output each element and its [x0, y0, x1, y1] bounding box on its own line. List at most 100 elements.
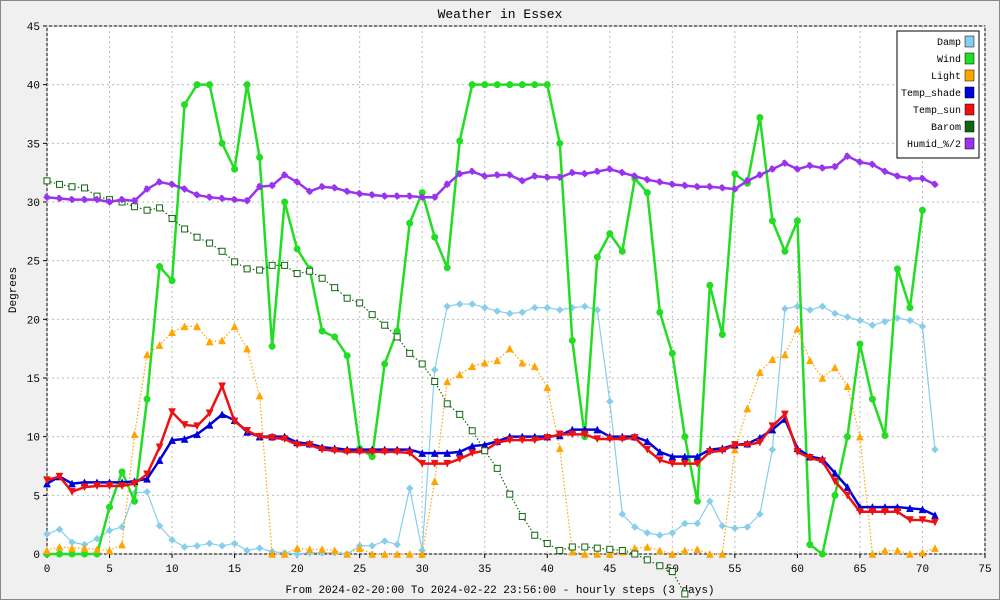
point: [256, 153, 264, 161]
point: [868, 508, 877, 516]
y-axis-label: Degrees: [8, 267, 20, 313]
point: [881, 508, 889, 516]
point: [668, 459, 677, 468]
point: [243, 81, 251, 89]
legend-swatch: [964, 69, 975, 82]
point: [193, 541, 201, 550]
point: [681, 433, 689, 441]
point: [643, 175, 652, 184]
point: [493, 438, 502, 447]
legend-swatch: [964, 52, 975, 65]
point: [168, 436, 176, 444]
point: [81, 550, 89, 558]
point: [118, 540, 126, 549]
point: [218, 382, 226, 391]
point: [455, 300, 464, 308]
point: [105, 526, 114, 535]
point: [118, 468, 126, 476]
point: [43, 177, 51, 185]
point: [205, 337, 214, 346]
point: [406, 349, 414, 357]
point: [130, 196, 139, 205]
point: [55, 194, 64, 203]
point: [906, 549, 914, 558]
point: [330, 183, 339, 192]
point: [818, 457, 827, 466]
point: [455, 455, 464, 464]
point: [755, 368, 764, 376]
point: [768, 445, 777, 454]
point: [456, 410, 464, 418]
point: [230, 417, 239, 426]
legend-swatch: [964, 103, 975, 116]
point: [256, 266, 264, 274]
point: [481, 447, 489, 455]
point: [205, 409, 214, 418]
point: [430, 449, 439, 457]
point: [631, 550, 639, 558]
point: [556, 139, 564, 147]
point: [868, 395, 876, 403]
point: [568, 430, 577, 439]
point: [456, 137, 464, 145]
point: [180, 543, 189, 551]
point: [355, 544, 364, 552]
point: [768, 355, 777, 363]
legend-label: Wind: [937, 54, 961, 66]
x-tick-label: 5: [106, 564, 113, 576]
point: [593, 253, 601, 261]
point: [856, 432, 864, 441]
point: [393, 549, 402, 558]
point: [831, 309, 839, 318]
point: [218, 247, 226, 255]
point: [931, 180, 939, 189]
point: [705, 448, 714, 456]
point: [443, 449, 452, 457]
point: [605, 397, 614, 406]
point: [480, 172, 489, 181]
point: [881, 167, 889, 176]
point: [130, 430, 139, 439]
x-tick-label: 75: [978, 564, 991, 576]
point: [505, 344, 514, 353]
point: [193, 422, 201, 431]
point: [343, 294, 351, 302]
point: [481, 81, 489, 89]
point: [255, 182, 264, 191]
point: [806, 454, 814, 462]
point: [380, 549, 389, 558]
point: [868, 549, 877, 558]
point: [580, 549, 589, 558]
point: [231, 258, 239, 266]
point: [230, 539, 239, 548]
point: [668, 529, 677, 537]
point: [893, 508, 902, 516]
point: [155, 456, 164, 464]
y-tick-label: 40: [27, 81, 40, 93]
point: [543, 173, 552, 182]
point: [56, 550, 64, 558]
legend-label: Barom: [931, 123, 961, 134]
point: [468, 362, 477, 371]
point: [856, 508, 864, 516]
point: [530, 172, 539, 181]
point: [431, 233, 439, 241]
point: [168, 180, 176, 189]
point: [893, 265, 901, 273]
point: [680, 459, 689, 468]
point: [893, 546, 902, 555]
point: [468, 300, 477, 308]
point: [743, 404, 752, 413]
point: [756, 510, 764, 518]
point: [43, 546, 51, 555]
point: [268, 261, 276, 269]
point: [506, 490, 514, 498]
point: [468, 427, 476, 435]
point: [280, 171, 289, 179]
point: [856, 158, 864, 166]
point: [768, 165, 777, 174]
point: [205, 420, 214, 429]
point: [393, 333, 401, 341]
point: [281, 198, 289, 206]
